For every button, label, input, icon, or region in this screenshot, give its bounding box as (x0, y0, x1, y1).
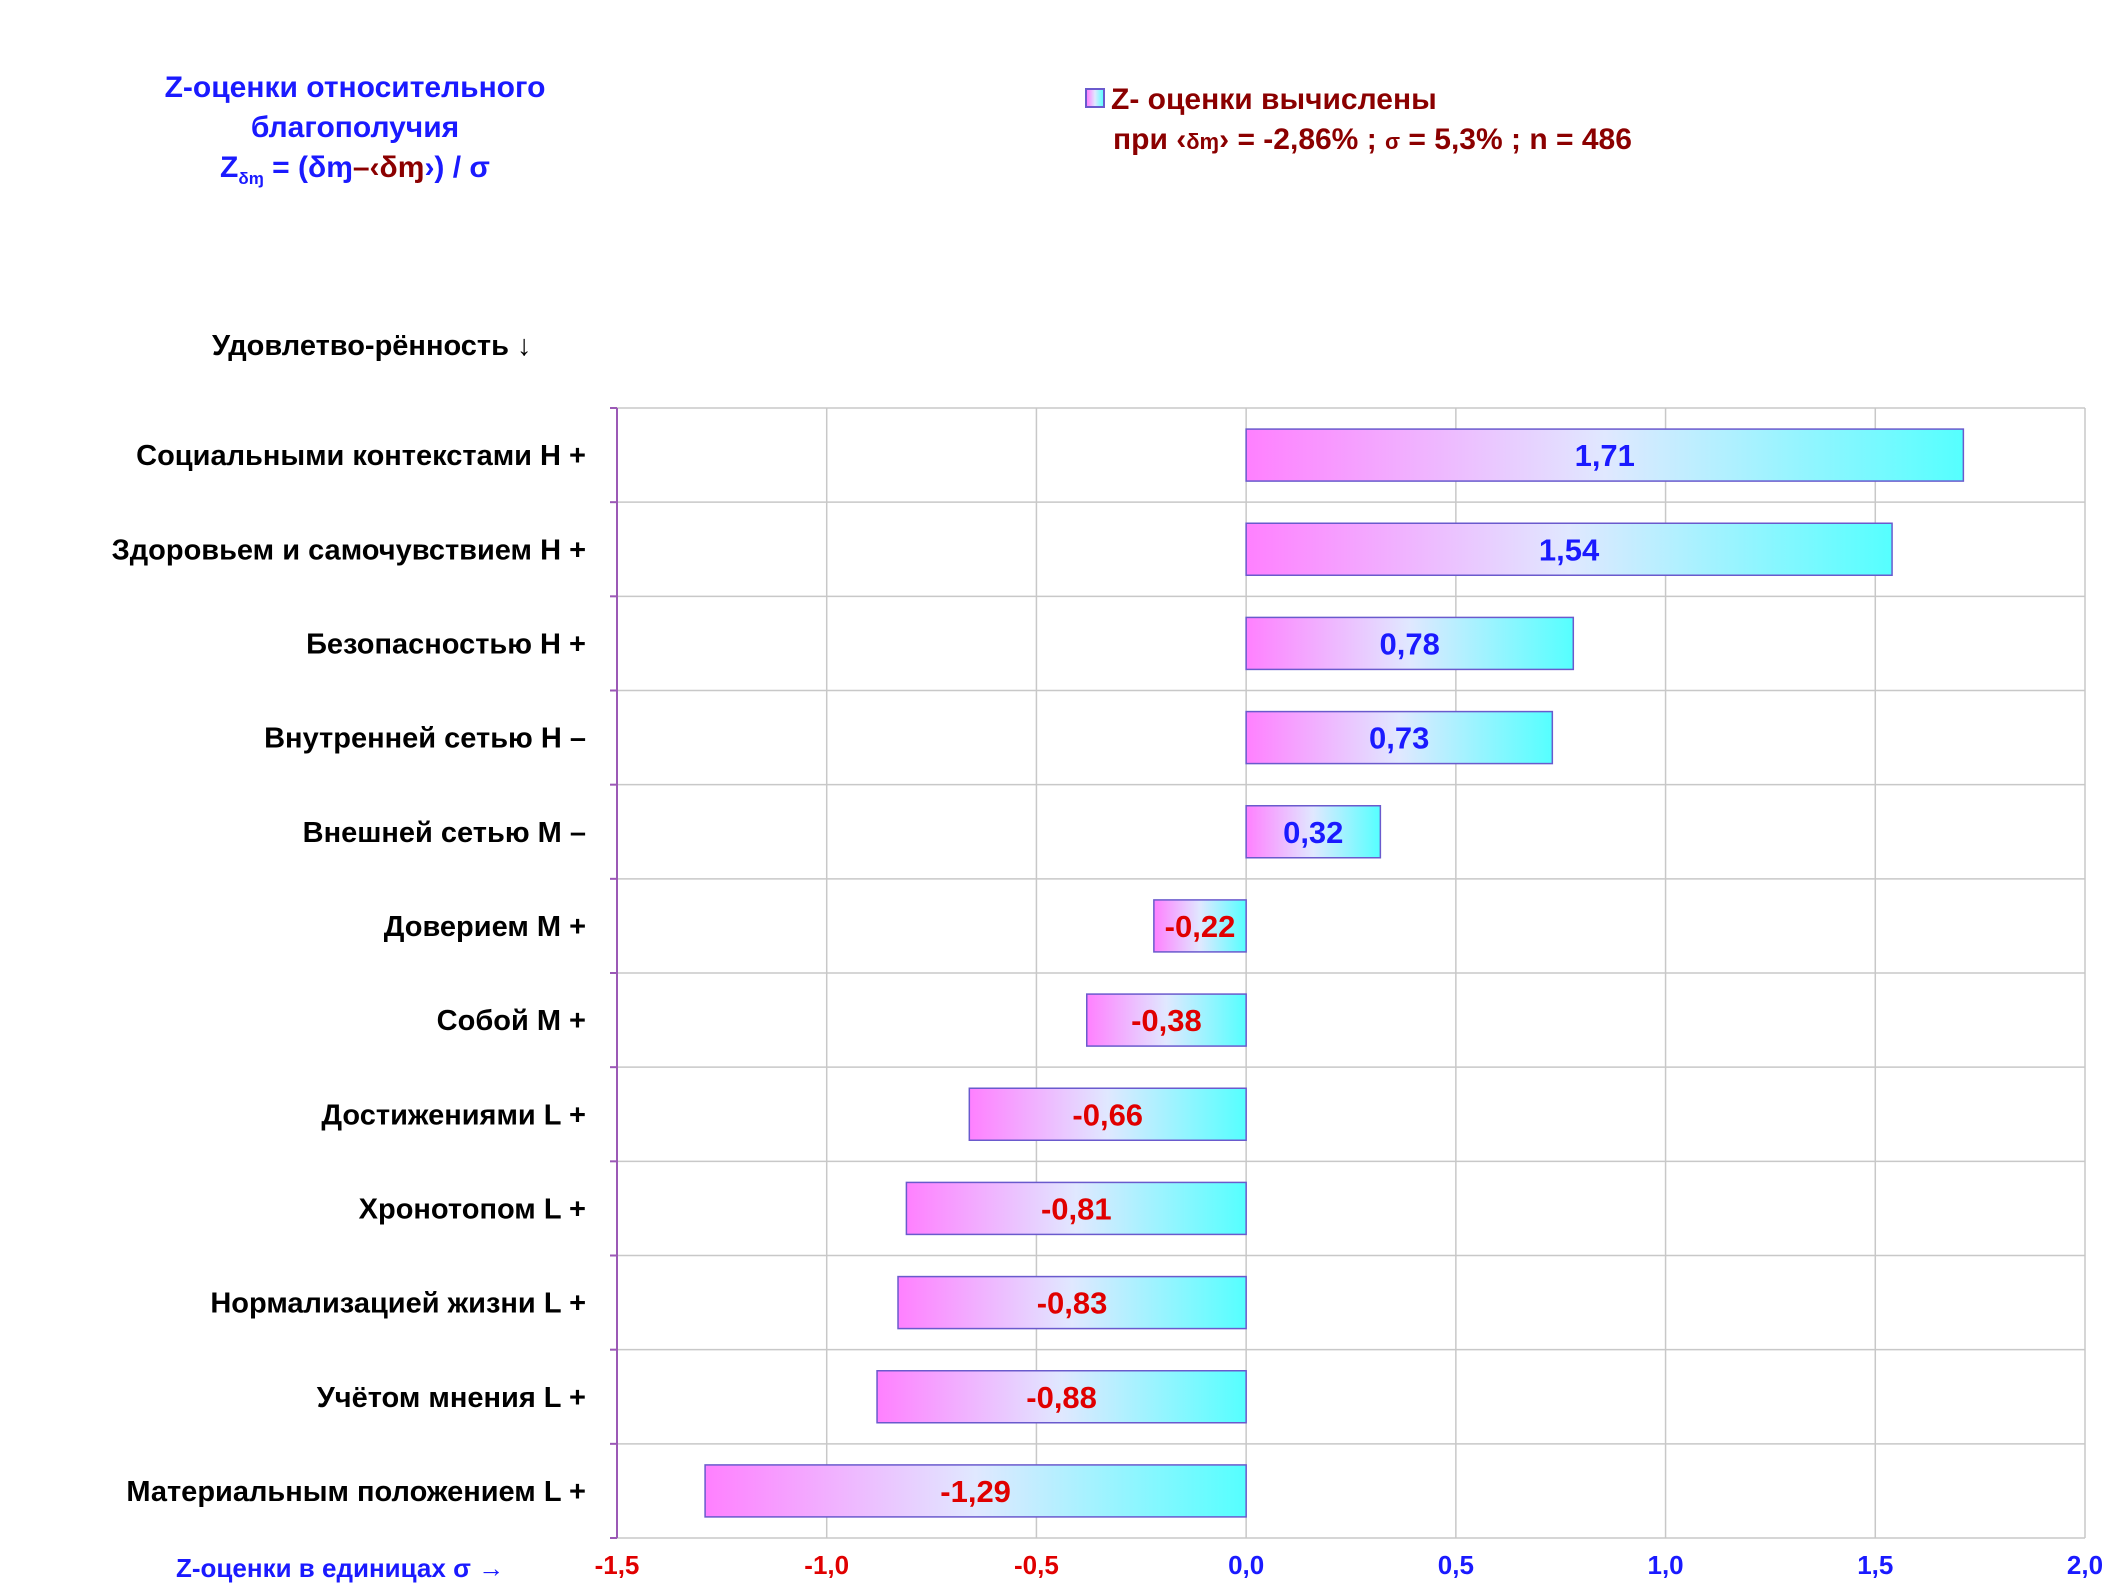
bar (905, 1181, 1247, 1236)
title-line-2: благополучия (250, 111, 460, 144)
bar (1086, 993, 1247, 1047)
legend-params-a: при ‹ (1113, 123, 1187, 156)
formula-sub-m: ɱ (248, 169, 264, 188)
chart-title: Z-оценки относительного благополучия Zδɱ… (120, 68, 590, 199)
labels: 1,71 Социальными контекстами Н + 1,54 Здоро… (112, 438, 2104, 1580)
y-axis-title: Удовлетво-рённость ↓ (212, 330, 532, 362)
category-label: Доверием М + (384, 911, 586, 943)
legend-swatch (1085, 88, 1105, 108)
legend-params-c: › = -2,86% ; (1219, 123, 1386, 156)
formula-dash: –‹δ (352, 151, 398, 184)
bar-value-label: 0,73 (1369, 721, 1429, 756)
formula-m2: ɱ (397, 151, 425, 184)
x-tick-label: -1,0 (804, 1550, 849, 1580)
bar (1245, 616, 1575, 671)
formula-m1: ɱ (326, 151, 353, 184)
legend-params-b: δɱ (1186, 129, 1220, 154)
formula-z-sub: δɱ (238, 169, 263, 188)
legend-label: Z- оценки вычислены (1111, 83, 1437, 116)
bar-value-label: 1,54 (1539, 532, 1600, 567)
bar-value-label: -0,83 (1037, 1286, 1108, 1321)
bar-value-label: -0,66 (1072, 1097, 1143, 1132)
bar-value-label: -0,81 (1041, 1191, 1112, 1226)
bar-value-label: -0,88 (1026, 1380, 1097, 1415)
title-line-1: Z-оценки относительного (164, 71, 546, 104)
formula-sub-delta: δ (238, 169, 249, 188)
category-label: Материальным положением L + (126, 1476, 586, 1508)
formula-close: ›) / σ (424, 151, 490, 184)
category-label: Собой М + (437, 1005, 586, 1037)
bar-value-label: 0,78 (1380, 626, 1440, 661)
legend-line-2: при ‹δɱ› = -2,86% ; σ = 5,3% ; n = 486 (1085, 120, 1632, 162)
bar-value-label: -0,22 (1165, 909, 1236, 944)
bar (1245, 428, 1965, 482)
bar (1245, 522, 1893, 576)
category-label: Внешней сетью М – (303, 817, 586, 849)
x-tick-label: 1,0 (1647, 1550, 1683, 1580)
x-tick-label: 0,0 (1228, 1550, 1264, 1580)
title-formula: Zδɱ = (δɱ–‹δɱ›) / σ (120, 148, 590, 199)
legend-params-d: = 5,3% ; n = 486 (1400, 123, 1632, 156)
bar (876, 1370, 1247, 1424)
category-label: Внутренней сетью Н – (264, 723, 586, 755)
bar (1245, 710, 1554, 765)
x-tick-label: 2,0 (2067, 1550, 2103, 1580)
bars (704, 428, 1965, 1518)
bar-value-label: 1,71 (1575, 438, 1635, 473)
category-label: Социальными контекстами Н + (136, 440, 586, 472)
grid-lines (610, 407, 2086, 1539)
x-axis-title: Z-оценки в единицах σ → (176, 1553, 505, 1583)
x-tick-label: -1,5 (595, 1550, 640, 1580)
bar (704, 1464, 1247, 1518)
x-tick-label: 0,5 (1438, 1550, 1474, 1580)
bar-value-label: -1,29 (940, 1474, 1011, 1509)
legend-params-sigma: σ (1385, 129, 1401, 154)
bar (968, 1087, 1247, 1141)
category-label: Учётом мнения L + (317, 1382, 586, 1414)
bar (897, 1275, 1247, 1330)
x-tick-label: -0,5 (1014, 1550, 1059, 1580)
bar-value-label: 0,32 (1283, 815, 1343, 850)
category-label: Нормализацией жизни L + (210, 1288, 586, 1320)
chart-legend: Z- оценки вычислены при ‹δɱ› = -2,86% ; … (1085, 80, 1632, 162)
x-tick-label: 1,5 (1857, 1550, 1893, 1580)
category-label: Безопасностью Н + (306, 628, 586, 660)
formula-z: Z (220, 151, 239, 184)
bar-value-label: -0,38 (1131, 1003, 1202, 1038)
bar (1153, 899, 1247, 953)
formula-mid: = (δ (263, 151, 327, 184)
category-label: Достижениями L + (321, 1099, 586, 1131)
legend-line-1: Z- оценки вычислены (1085, 80, 1632, 120)
bar (1245, 805, 1382, 859)
category-label: Здоровьем и самочувствием Н + (112, 534, 586, 566)
category-label: Хронотопом L + (359, 1193, 586, 1225)
